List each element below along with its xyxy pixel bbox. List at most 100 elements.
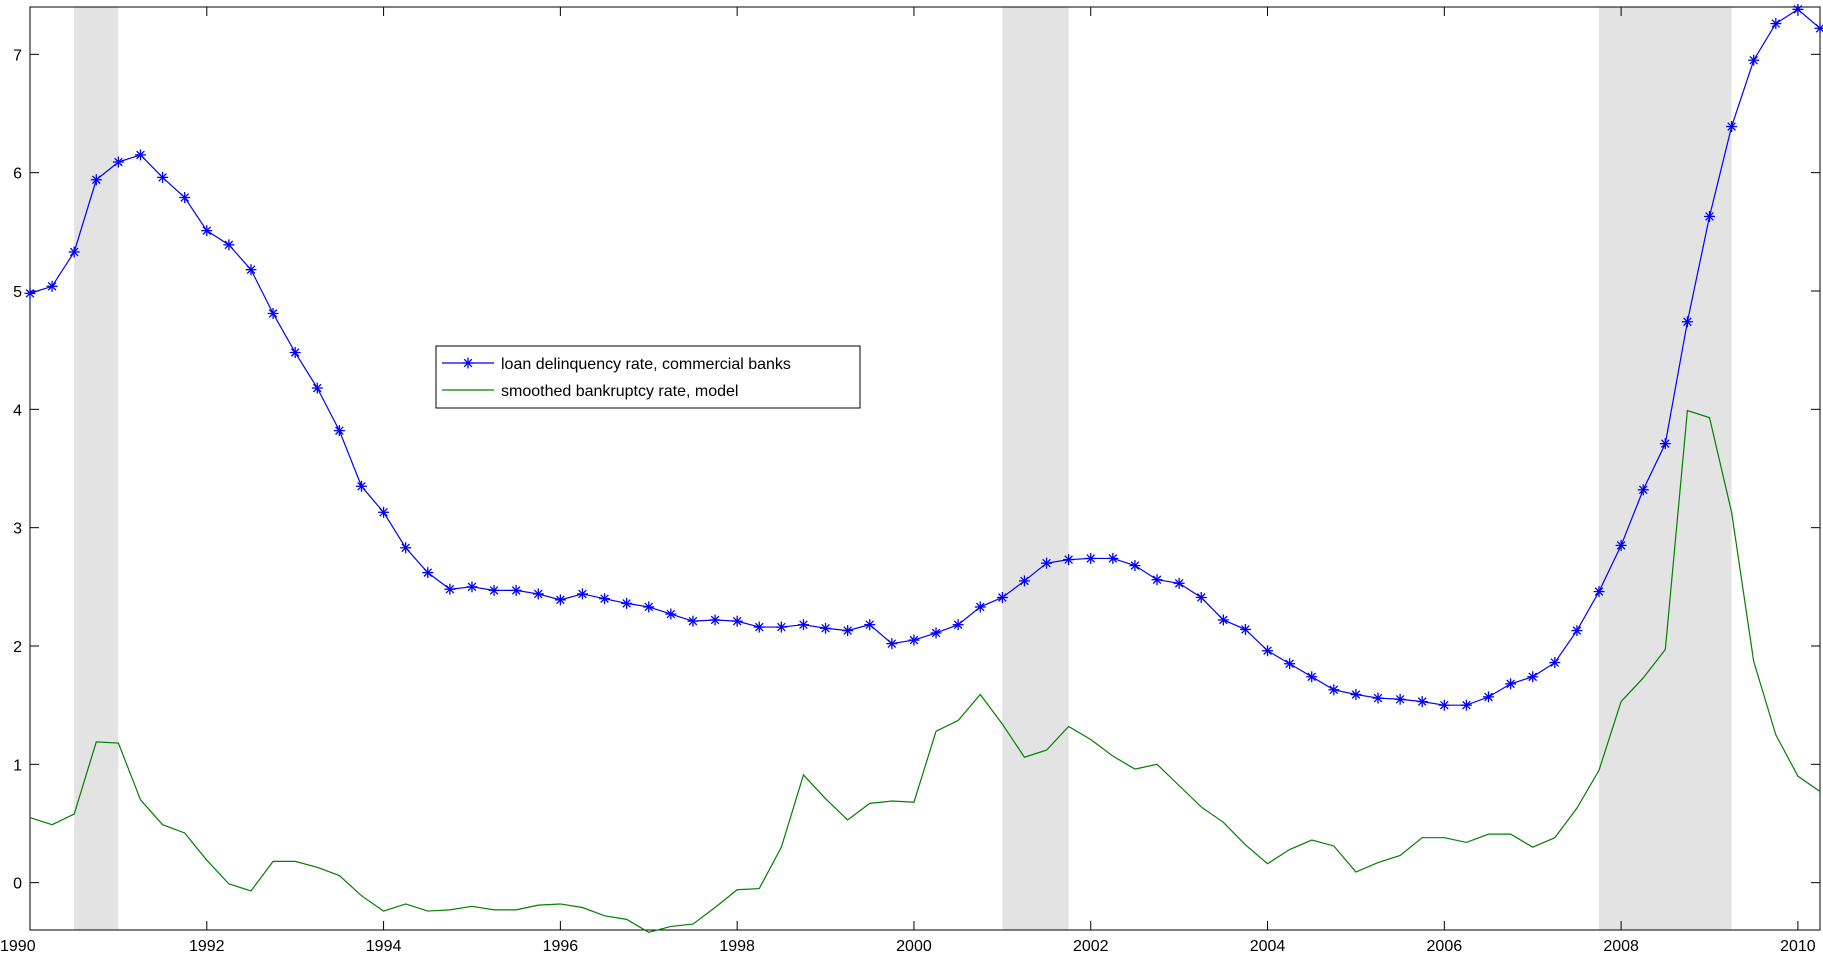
data-point: [289, 347, 301, 359]
data-point: [267, 307, 279, 319]
data-point: [1416, 696, 1428, 708]
legend-items: loan delinquency rate, commercial banks s…: [442, 356, 791, 400]
data-point: [1394, 693, 1406, 705]
data-point: [775, 621, 787, 633]
y-tick-label: 7: [13, 47, 22, 64]
x-tick-label: 1990: [0, 938, 36, 955]
data-point: [90, 174, 102, 186]
data-point: [554, 594, 566, 606]
legend-label: loan delinquency rate, commercial banks: [501, 356, 791, 373]
data-point: [1438, 699, 1450, 711]
data-point: [1350, 689, 1362, 701]
data-point: [886, 638, 898, 650]
data-point: [1460, 699, 1472, 711]
data-point: [488, 584, 500, 596]
data-point: [1372, 692, 1384, 704]
data-point: [1659, 438, 1671, 450]
x-tick-label: 2004: [1250, 938, 1286, 955]
data-point: [1129, 560, 1141, 572]
legend-label: smoothed bankruptcy rate, model: [501, 383, 738, 400]
data-point: [422, 567, 434, 579]
data-point: [665, 608, 677, 620]
data-point: [378, 506, 390, 518]
data-point: [1681, 316, 1693, 328]
data-point: [599, 593, 611, 605]
data-point: [333, 425, 345, 437]
data-point: [1262, 645, 1274, 657]
y-tick-label: 5: [13, 284, 22, 301]
data-point: [355, 480, 367, 492]
legend-marker: [462, 357, 474, 369]
x-tick-label: 2002: [1073, 938, 1109, 955]
legend: loan delinquency rate, commercial banks s…: [435, 345, 861, 409]
data-point: [1549, 657, 1561, 669]
x-tick-label: 2000: [896, 938, 932, 955]
data-point: [731, 615, 743, 627]
x-tick-label: 1992: [189, 938, 225, 955]
data-point: [1085, 552, 1097, 564]
y-tick-label: 6: [13, 166, 22, 183]
recession-shading-layer: [74, 7, 1732, 930]
data-point: [1770, 18, 1782, 30]
data-point: [1195, 591, 1207, 603]
data-point: [444, 583, 456, 595]
data-point: [1792, 3, 1804, 15]
data-point: [797, 619, 809, 631]
data-point: [179, 192, 191, 204]
x-tick-label: 2006: [1427, 938, 1463, 955]
data-point: [245, 264, 257, 276]
data-point: [46, 280, 58, 292]
data-point: [864, 619, 876, 631]
data-point: [1018, 575, 1030, 587]
data-point: [1505, 678, 1517, 690]
data-point: [1239, 623, 1251, 635]
data-point: [1041, 557, 1053, 569]
data-point: [709, 614, 721, 626]
data-point: [400, 542, 412, 554]
data-point: [201, 225, 213, 237]
data-point: [1063, 554, 1075, 566]
data-point: [1704, 210, 1716, 222]
data-point: [687, 615, 699, 627]
data-point: [908, 634, 920, 646]
series-layer: [24, 3, 1823, 934]
data-point: [311, 382, 323, 394]
data-point: [24, 287, 36, 299]
data-point: [68, 246, 80, 258]
data-point: [157, 171, 169, 183]
x-tick-label: 2010: [1780, 938, 1816, 955]
series-line: [29, 409, 1821, 934]
data-point: [134, 149, 146, 161]
data-point: [820, 622, 832, 634]
y-tick-label: 2: [13, 639, 22, 656]
recession-band-3: [1599, 7, 1732, 930]
data-point: [576, 588, 588, 600]
data-point: [1151, 574, 1163, 586]
data-point: [223, 239, 235, 251]
recession-band-1: [74, 7, 119, 930]
data-point: [1593, 586, 1605, 598]
data-point: [1306, 671, 1318, 683]
data-point: [952, 619, 964, 631]
plot-frame: [29, 6, 1821, 931]
data-point: [1527, 671, 1539, 683]
x-tick-label: 2008: [1603, 938, 1639, 955]
data-point: [1217, 614, 1229, 626]
data-point: [1483, 691, 1495, 703]
series-1: [24, 3, 1823, 711]
data-point: [510, 584, 522, 596]
data-point: [842, 625, 854, 637]
data-point: [532, 588, 544, 600]
data-point: [930, 627, 942, 639]
data-point: [1571, 625, 1583, 637]
data-point: [1615, 539, 1627, 551]
data-point: [1748, 54, 1760, 66]
y-tick-label: 1: [13, 757, 22, 774]
series-line: [29, 8, 1821, 706]
data-point: [753, 621, 765, 633]
axis-ticks-layer: 1990 1992 1994 1996 1998 2000 2002 2004 2006 2008…: [0, 7, 1820, 955]
data-point: [1328, 684, 1340, 696]
y-tick-label: 0: [13, 876, 22, 893]
data-point: [1284, 658, 1296, 670]
